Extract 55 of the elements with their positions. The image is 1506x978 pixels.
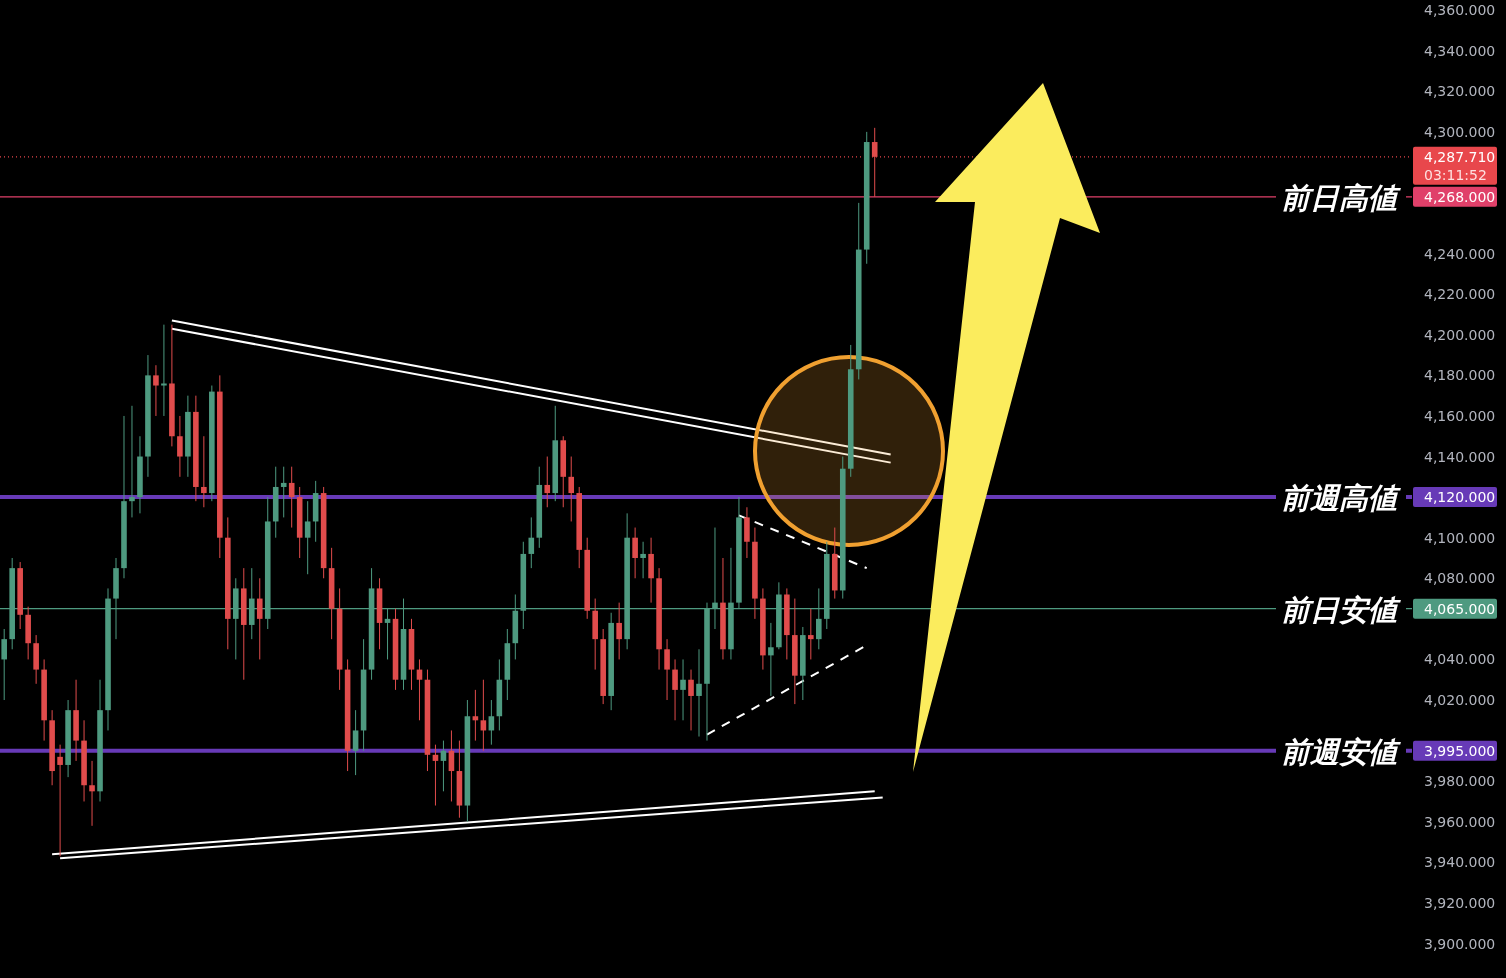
y-tick-label: 4,100.000 [1424,529,1496,546]
y-tick-label: 3,960.000 [1424,813,1496,830]
candlestick [616,602,622,660]
y-tick-label: 3,980.000 [1424,773,1496,790]
candlestick [768,622,774,697]
y-tick-label: 4,220.000 [1424,286,1496,303]
ref-line-label: 前日安値 [1281,592,1401,627]
candlestick [568,456,575,522]
y-tick-label: 4,268.000 [1424,188,1496,205]
y-tick-label: 4,080.000 [1424,570,1496,587]
y-tick-label: 4,140.000 [1424,448,1496,465]
y-tick-label: 4,340.000 [1424,42,1496,59]
candlestick [544,456,551,508]
candlestick [153,364,159,417]
candlestick [696,648,702,738]
y-tick-label: 4,287.710 [1424,148,1496,165]
y-tick-label: 4,180.000 [1424,367,1496,384]
ref-line-label: 前日高値 [1281,180,1401,215]
y-tick-label: 4,200.000 [1424,326,1496,343]
candlestick [304,500,311,575]
y-tick-label: 3,920.000 [1424,894,1496,911]
candlestick [57,744,63,857]
y-tick-label: 4,020.000 [1424,692,1496,709]
y-tick-label: 4,120.000 [1424,489,1496,506]
y-tick-label: 3,940.000 [1424,854,1496,871]
candlestick [89,760,95,827]
candlestick [528,516,535,569]
y-tick-label: 4,040.000 [1424,651,1496,668]
ref-line-label: 前週高値 [1281,481,1401,516]
y-tick-label: 4,320.000 [1424,83,1496,100]
y-tick-label: 4,240.000 [1424,245,1496,262]
y-tick-label: 4,300.000 [1424,123,1496,140]
candlestick [161,324,167,417]
candlestick [280,466,287,518]
candlestick [808,608,814,660]
candlestick [688,669,694,731]
y-tick-label: 4,360.000 [1424,2,1496,19]
text: 03:11:52 [1424,166,1487,183]
ref-line-label: 前週安値 [1281,734,1401,769]
candlestick [640,541,646,579]
y-tick-label: 3,995.000 [1424,742,1496,759]
candlestick [177,415,183,478]
candlestick [256,577,263,660]
candlestick [871,127,878,198]
candlestick [352,709,359,776]
y-tick-label: 4,160.000 [1424,407,1496,424]
candlestick [201,435,207,508]
candlestick [1,628,7,701]
y-tick-label: 3,900.000 [1424,935,1496,952]
candlestick [632,527,638,579]
candlestick [129,405,135,518]
y-tick-label: 4,065.000 [1424,600,1496,617]
candlestick [664,638,670,701]
candlestick [672,658,678,721]
candlestick [680,658,686,721]
